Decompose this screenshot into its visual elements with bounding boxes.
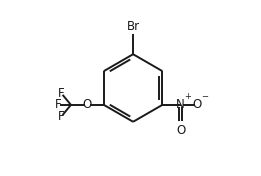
Text: −: − [201,92,208,101]
Text: N: N [176,98,185,111]
Text: +: + [184,92,191,101]
Text: O: O [83,98,92,111]
Text: F: F [55,98,61,111]
Text: F: F [58,110,64,123]
Text: O: O [176,124,185,137]
Text: O: O [192,98,201,111]
Text: Br: Br [127,20,140,33]
Text: F: F [58,87,64,100]
